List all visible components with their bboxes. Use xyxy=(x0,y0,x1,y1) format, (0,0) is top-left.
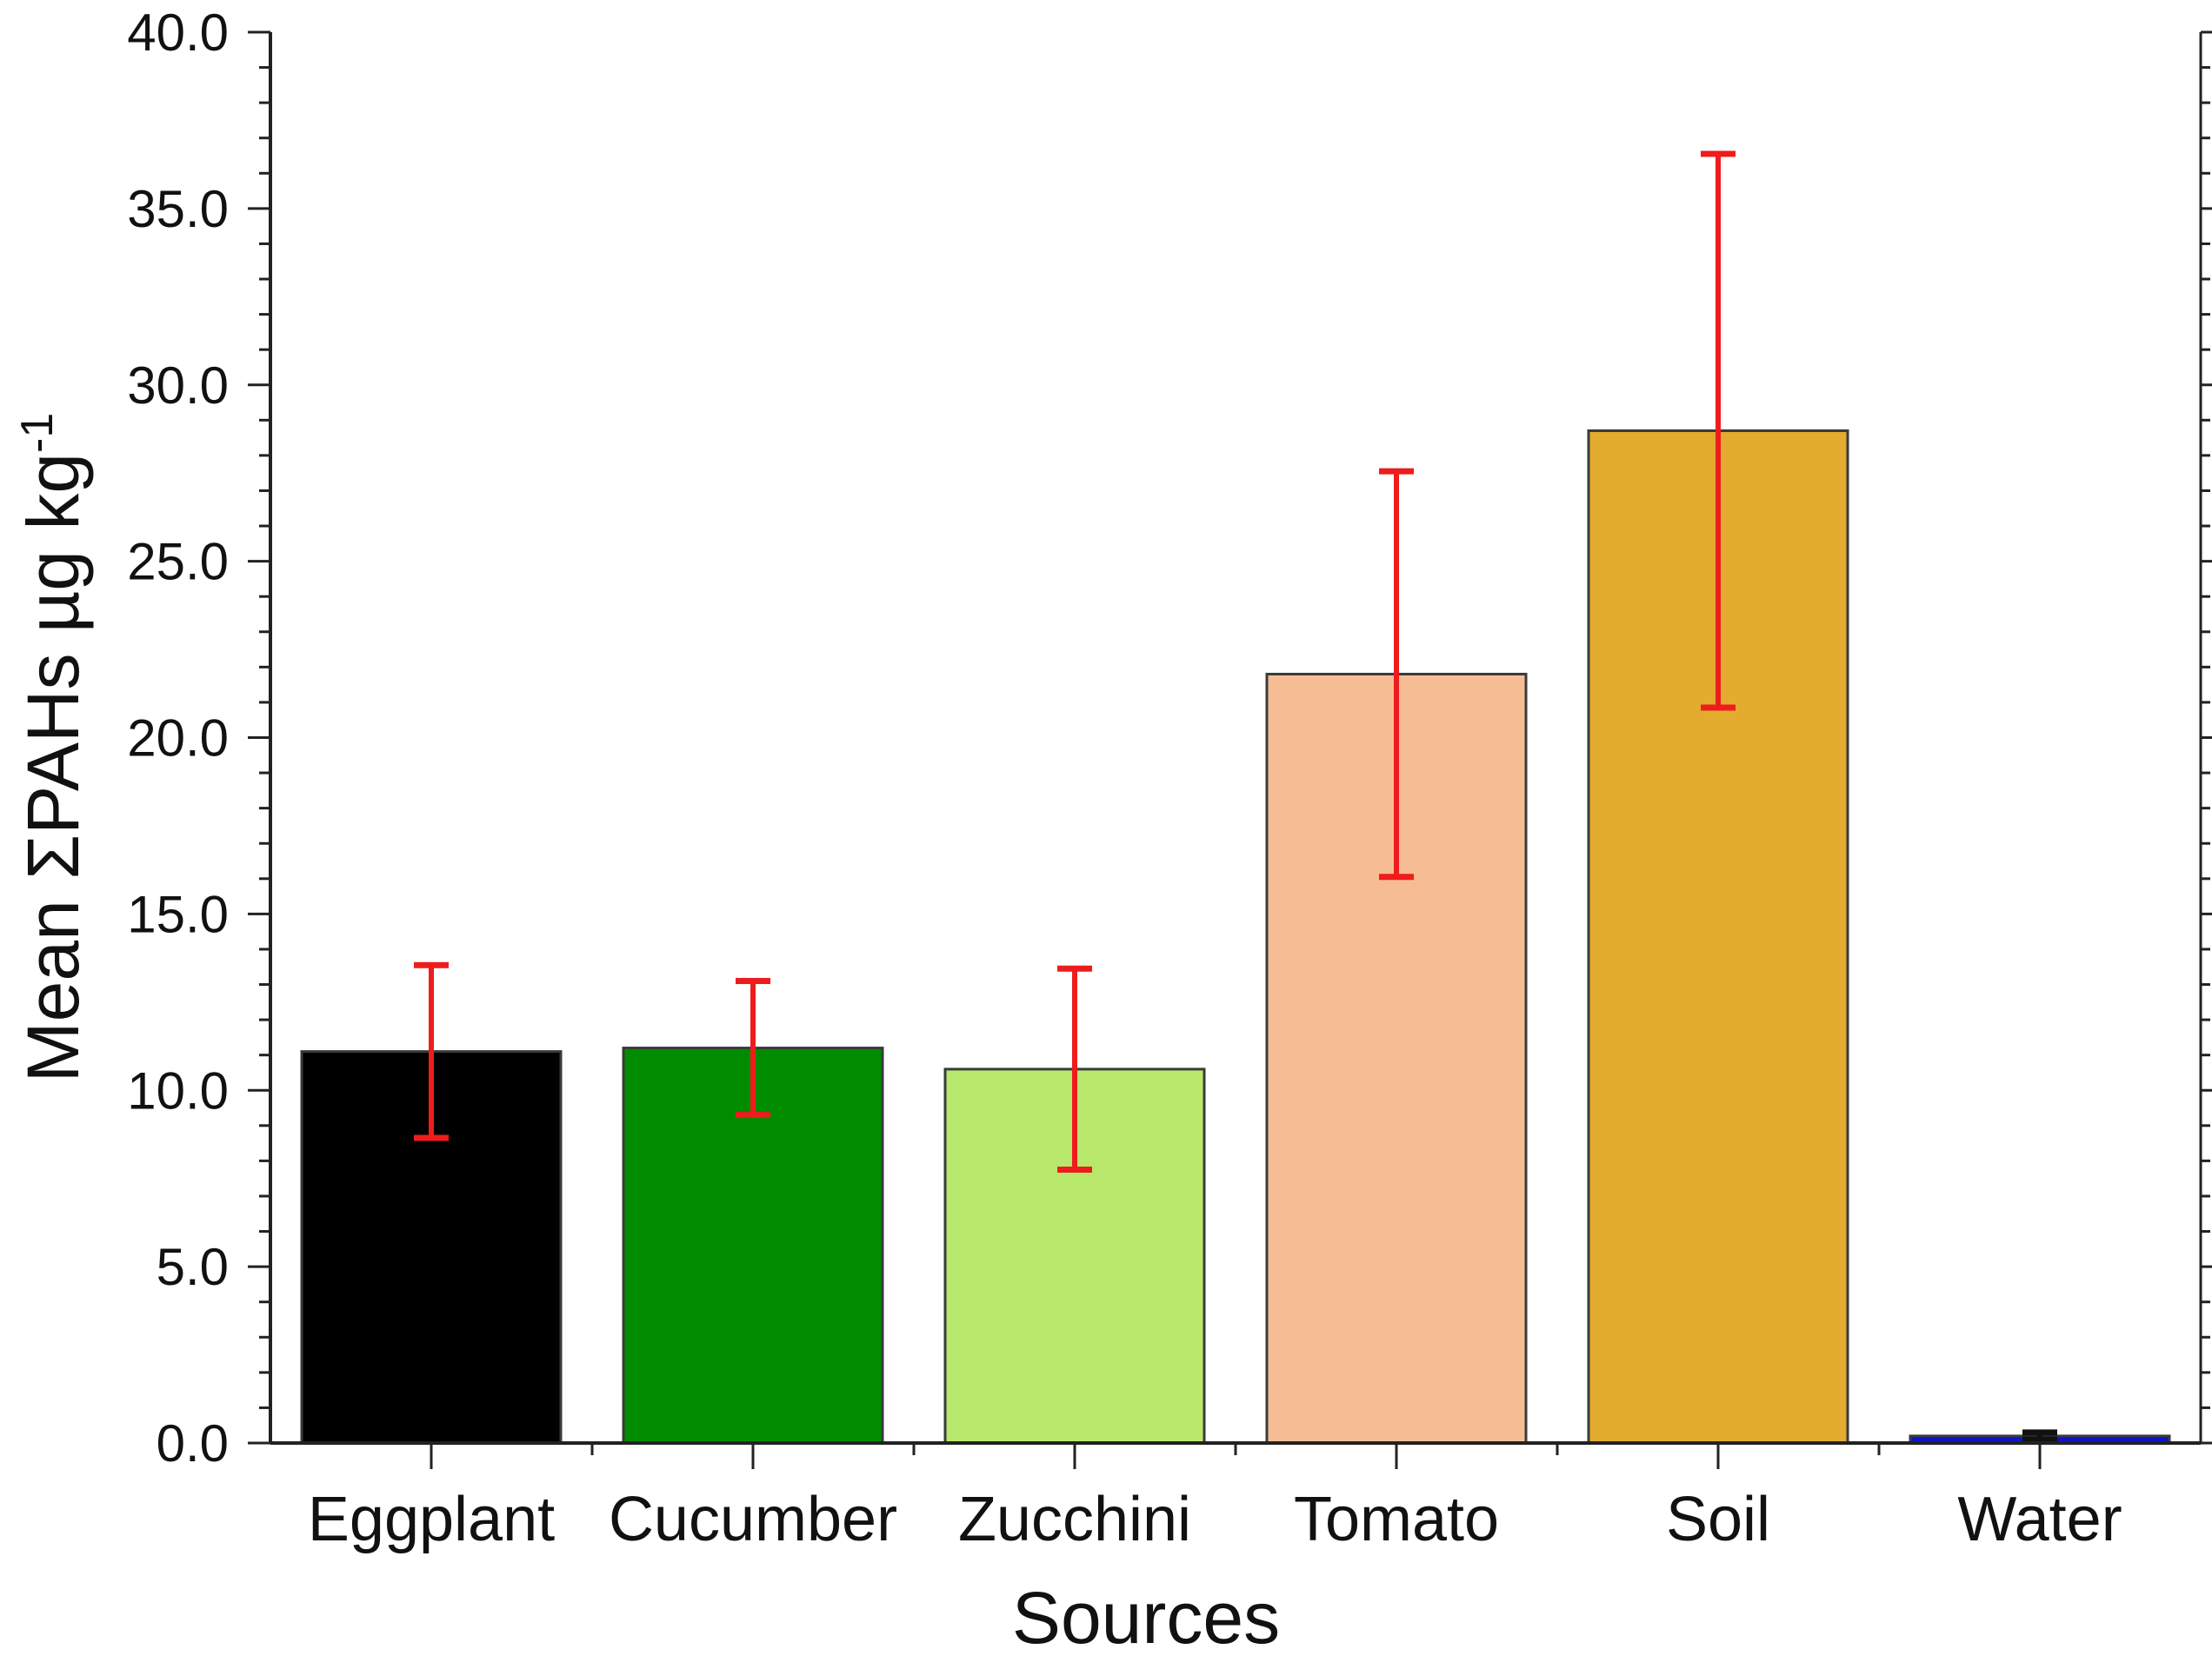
y-tick-label: 5.0 xyxy=(157,1238,229,1296)
x-tick-label-soil: Soil xyxy=(1666,1485,1770,1554)
x-tick-label-zucchini: Zucchini xyxy=(958,1485,1191,1554)
y-axis-title: Mean ΣPAHs µg kg-1 xyxy=(12,413,94,1083)
y-tick-label: 0.0 xyxy=(157,1414,229,1473)
x-tick-label-eggplant: Eggplant xyxy=(308,1485,555,1554)
y-tick-label: 35.0 xyxy=(127,180,229,238)
error-bar-group xyxy=(414,150,2057,1443)
y-axis-title-superscript: -1 xyxy=(12,413,63,453)
x-tick-label-cucumber: Cucumber xyxy=(609,1485,897,1554)
y-tick-label: 40.0 xyxy=(127,3,229,62)
y-tick-label: 30.0 xyxy=(127,356,229,415)
y-tick-label: 15.0 xyxy=(127,885,229,943)
y-tick-label: 10.0 xyxy=(127,1061,229,1120)
y-axis-title-main: Mean ΣPAHs µg kg xyxy=(12,453,94,1082)
y-tick-group: 0.0 5.0 10.0 15.0 20.0 25.0 30.0 35.0 40.0 xyxy=(127,3,2212,1473)
x-tick-label-water: Water xyxy=(1957,1485,2122,1554)
x-tick-label-tomato: Tomato xyxy=(1294,1485,1499,1554)
y-tick-label: 25.0 xyxy=(127,533,229,591)
x-tick-group: Eggplant Cucumber Zucchini Tomato Soil Water xyxy=(308,1443,2122,1554)
y-tick-label: 20.0 xyxy=(127,709,229,768)
x-axis-title: Sources xyxy=(1012,1577,1280,1659)
bar-group xyxy=(300,429,2171,1445)
